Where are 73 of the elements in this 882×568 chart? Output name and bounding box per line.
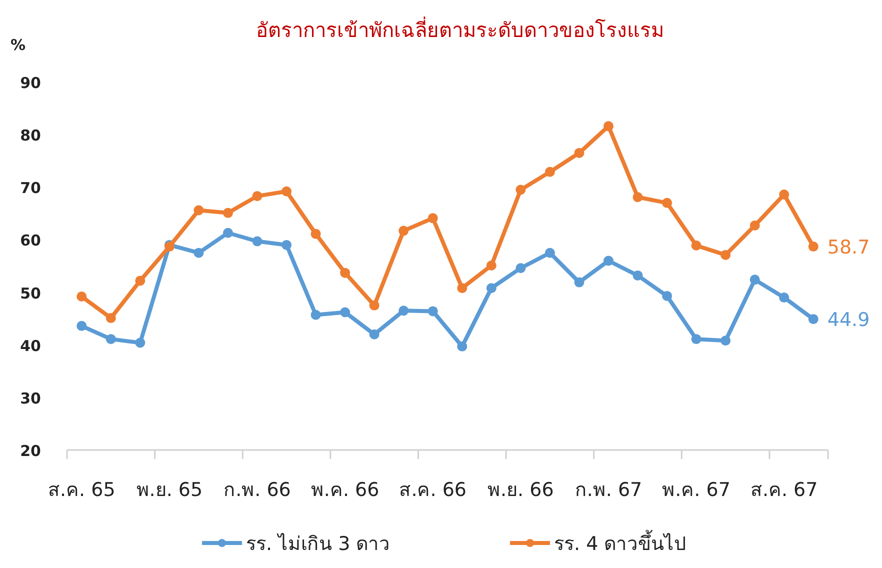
point: [76, 320, 87, 331]
point: [310, 310, 321, 320]
point: [720, 250, 731, 260]
legend-label: รร. 4 ดาวขึ้นไป: [554, 530, 686, 555]
point: [252, 191, 262, 202]
point: [632, 192, 643, 202]
point: [282, 186, 292, 196]
point: [194, 248, 204, 258]
point: [310, 228, 321, 239]
point: [808, 314, 818, 324]
point: [135, 338, 146, 348]
point: [135, 276, 146, 286]
x-tick-label: พ.ย. 66: [488, 479, 554, 501]
x-tick-label: ก.พ. 67: [574, 479, 642, 501]
point: [340, 307, 350, 318]
point: [282, 240, 292, 250]
x-tick-label: ส.ค. 65: [48, 479, 116, 501]
point: [720, 336, 731, 346]
point: [428, 306, 438, 316]
y-axis-title: %: [10, 36, 26, 54]
y-tick-label: 50: [20, 284, 41, 302]
point: [486, 260, 496, 270]
y-tick-label: 90: [20, 74, 41, 92]
point: [691, 334, 702, 344]
point: [457, 283, 468, 294]
point: [398, 306, 409, 316]
y-tick-label: 40: [20, 336, 41, 355]
x-tick-label: ส.ค. 66: [399, 479, 467, 501]
data-label: 44.9: [827, 309, 870, 332]
point: [603, 256, 614, 266]
chart-title: อัตราการเข้าพักเฉลี่ยตามระดับดาวของโรงแรม: [256, 16, 664, 42]
y-tick-label: 80: [20, 126, 41, 145]
x-tick-label: ส.ค. 67: [750, 479, 818, 501]
point: [76, 291, 87, 302]
point: [632, 270, 643, 280]
point: [486, 283, 496, 294]
point: [662, 198, 672, 208]
point: [779, 292, 790, 303]
point: [574, 277, 584, 288]
point: [222, 228, 233, 238]
point: [106, 334, 116, 344]
x-tick-label: พ.ค. 66: [310, 479, 380, 501]
point: [750, 220, 760, 231]
point: [544, 248, 555, 258]
point: [106, 313, 116, 324]
point: [428, 213, 438, 224]
point: [779, 190, 790, 200]
data-label: 58.7: [827, 236, 870, 259]
point: [516, 263, 526, 274]
y-tick-label: 60: [20, 232, 41, 250]
point: [194, 205, 204, 216]
point: [369, 329, 380, 340]
point: [369, 300, 380, 310]
y-tick-label: 70: [20, 179, 41, 198]
point: [691, 240, 702, 250]
point: [252, 236, 262, 246]
point: [398, 226, 409, 236]
point: [340, 268, 350, 278]
point: [574, 148, 584, 158]
x-tick-label: พ.ค. 67: [662, 479, 730, 501]
point: [750, 274, 760, 285]
point: [222, 208, 233, 218]
point: [544, 166, 555, 177]
point: [808, 242, 818, 252]
point: [457, 341, 468, 352]
x-tick-label: ก.พ. 66: [224, 479, 291, 501]
point: [662, 290, 672, 301]
x-tick-label: พ.ย. 65: [136, 479, 203, 501]
point: [516, 184, 526, 195]
point: [603, 121, 614, 132]
y-tick-label: 30: [20, 389, 41, 408]
y-tick-label: 20: [20, 442, 41, 460]
legend-label: รร. ไม่เกิน 3 ดาว: [246, 533, 390, 555]
